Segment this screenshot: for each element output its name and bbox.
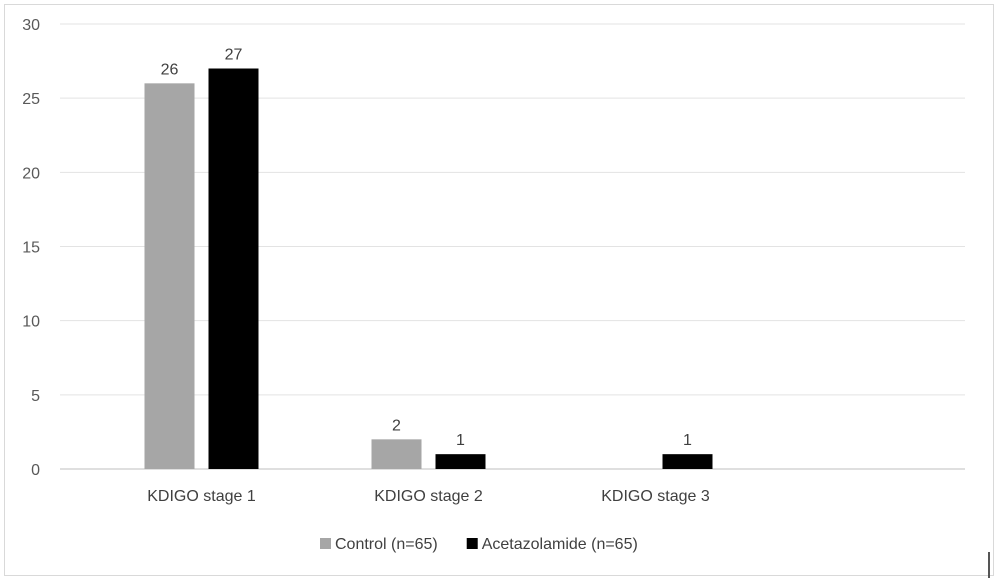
data-label: 1	[683, 432, 692, 449]
data-label: 26	[161, 61, 179, 78]
legend-label: Control (n=65)	[335, 536, 438, 553]
legend-swatch	[466, 538, 478, 549]
data-labels: 26 27 2 1 1	[161, 47, 692, 450]
y-tick-label: 5	[31, 388, 40, 405]
data-label: 2	[392, 417, 401, 434]
bar	[662, 454, 713, 469]
edge-mark	[988, 552, 990, 578]
chart-frame	[4, 4, 994, 576]
bar	[435, 454, 486, 469]
x-axis-labels: KDIGO stage 1 KDIGO stage 2 KDIGO stage 3	[147, 488, 710, 505]
data-label: 1	[456, 432, 465, 449]
bar	[371, 439, 422, 469]
bars	[144, 68, 713, 469]
y-tick-label: 0	[31, 462, 40, 479]
y-tick-label: 25	[22, 91, 40, 108]
x-category-label: KDIGO stage 3	[601, 488, 710, 505]
data-label: 27	[225, 47, 243, 64]
legend-label: Acetazolamide (n=65)	[482, 536, 638, 553]
x-category-label: KDIGO stage 2	[374, 488, 483, 505]
y-tick-label: 10	[22, 314, 40, 331]
legend-swatch	[320, 538, 331, 549]
bar	[144, 83, 195, 469]
legend: Control (n=65) Acetazolamide (n=65)	[320, 536, 638, 553]
y-tick-label: 30	[22, 17, 40, 34]
y-axis-ticks: 0 5 10 15 20 25 30	[22, 17, 40, 479]
y-tick-label: 20	[22, 165, 40, 182]
x-category-label: KDIGO stage 1	[147, 488, 256, 505]
gridlines	[60, 23, 965, 470]
y-tick-label: 15	[22, 240, 40, 257]
bar	[208, 68, 259, 469]
